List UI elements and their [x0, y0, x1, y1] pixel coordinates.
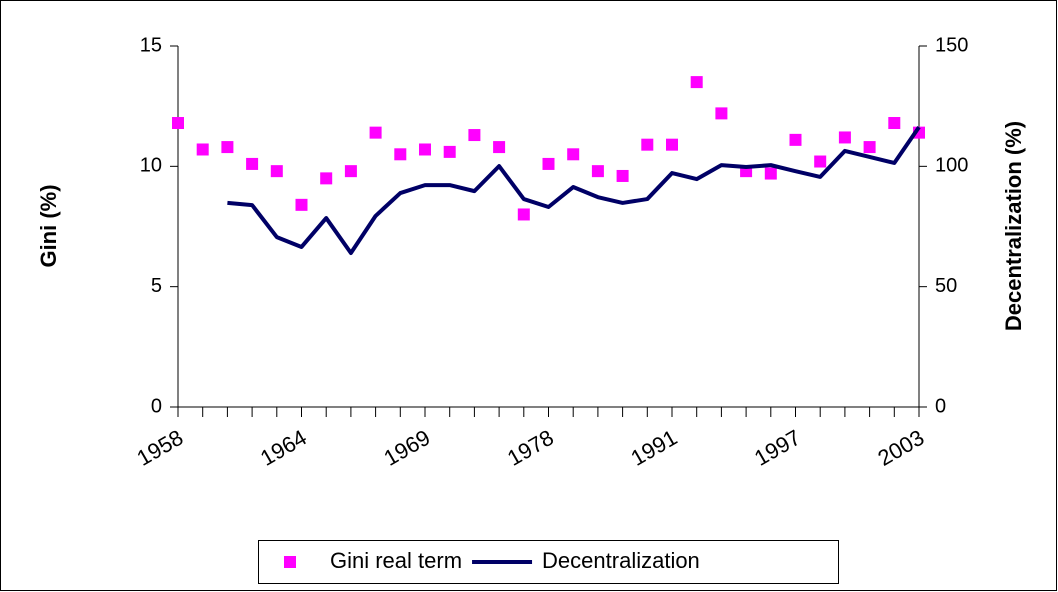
y2-tick-label: 0	[935, 395, 946, 417]
y2-tick-label: 150	[935, 34, 968, 56]
marker	[888, 117, 901, 130]
marker	[344, 165, 357, 178]
marker	[715, 107, 728, 120]
marker	[493, 141, 506, 154]
y-tick-label: 5	[151, 275, 162, 297]
marker	[468, 129, 481, 142]
y2-tick-label: 50	[935, 275, 957, 297]
marker	[567, 148, 580, 161]
marker	[789, 133, 802, 146]
marker	[394, 148, 407, 161]
y2-axis-title: Decentralization (%)	[1001, 121, 1026, 331]
marker	[666, 138, 678, 151]
legend	[258, 540, 839, 584]
legend-label: Decentralization	[542, 548, 700, 573]
marker	[246, 157, 259, 170]
y-tick-label: 10	[140, 155, 162, 177]
marker	[641, 138, 654, 151]
marker	[690, 76, 703, 89]
marker	[270, 165, 283, 178]
marker	[320, 172, 333, 185]
marker	[419, 143, 431, 156]
line	[227, 125, 921, 255]
marker	[764, 167, 777, 180]
marker	[295, 198, 308, 211]
marker	[369, 126, 382, 139]
y2-tick-label: 100	[935, 155, 968, 177]
marker	[172, 117, 184, 130]
marker	[814, 155, 827, 168]
marker	[863, 141, 876, 154]
y-axis-title: Gini (%)	[36, 184, 61, 267]
y-tick-label: 0	[151, 395, 162, 417]
marker	[542, 157, 555, 170]
marker	[221, 141, 234, 154]
marker	[838, 131, 851, 144]
marker	[517, 208, 530, 221]
marker	[196, 143, 209, 156]
marker	[616, 169, 629, 182]
y-tick-label: 15	[140, 34, 162, 56]
legend-label: Gini real term	[330, 548, 462, 573]
marker	[443, 145, 456, 158]
legend-marker	[284, 556, 296, 568]
marker	[591, 165, 604, 178]
